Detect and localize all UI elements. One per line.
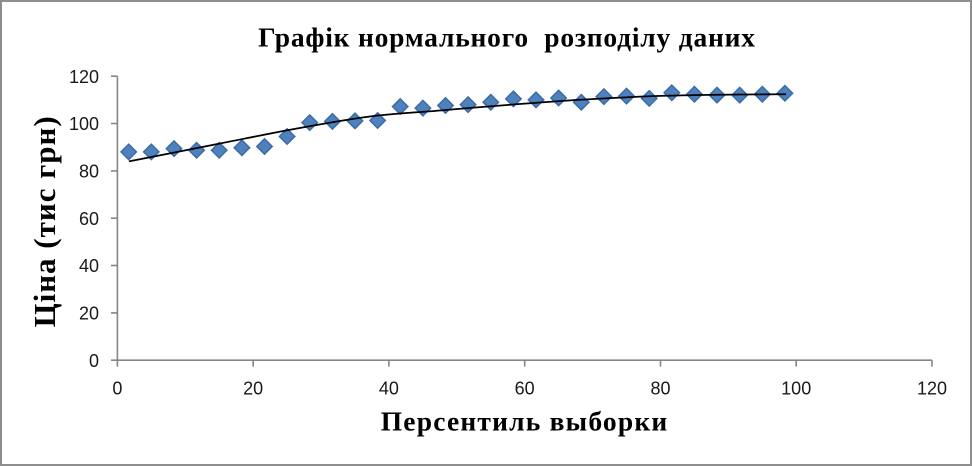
svg-text:100: 100: [781, 378, 811, 398]
svg-text:120: 120: [917, 378, 947, 398]
svg-text:40: 40: [79, 256, 99, 276]
svg-text:Ціна (тис грн): Ціна (тис грн): [27, 115, 62, 327]
svg-text:100: 100: [69, 114, 99, 134]
svg-text:0: 0: [89, 351, 99, 371]
svg-text:60: 60: [79, 209, 99, 229]
svg-text:40: 40: [379, 378, 399, 398]
svg-text:20: 20: [243, 378, 263, 398]
svg-text:60: 60: [515, 378, 535, 398]
svg-text:Персентиль выборки: Персентиль выборки: [381, 406, 669, 437]
svg-text:0: 0: [112, 378, 122, 398]
svg-text:80: 80: [79, 162, 99, 182]
svg-text:120: 120: [69, 67, 99, 87]
svg-text:20: 20: [79, 304, 99, 324]
svg-text:80: 80: [650, 378, 670, 398]
svg-text:Графік нормального розподілу: Графік нормального розподілу даних: [258, 22, 756, 53]
